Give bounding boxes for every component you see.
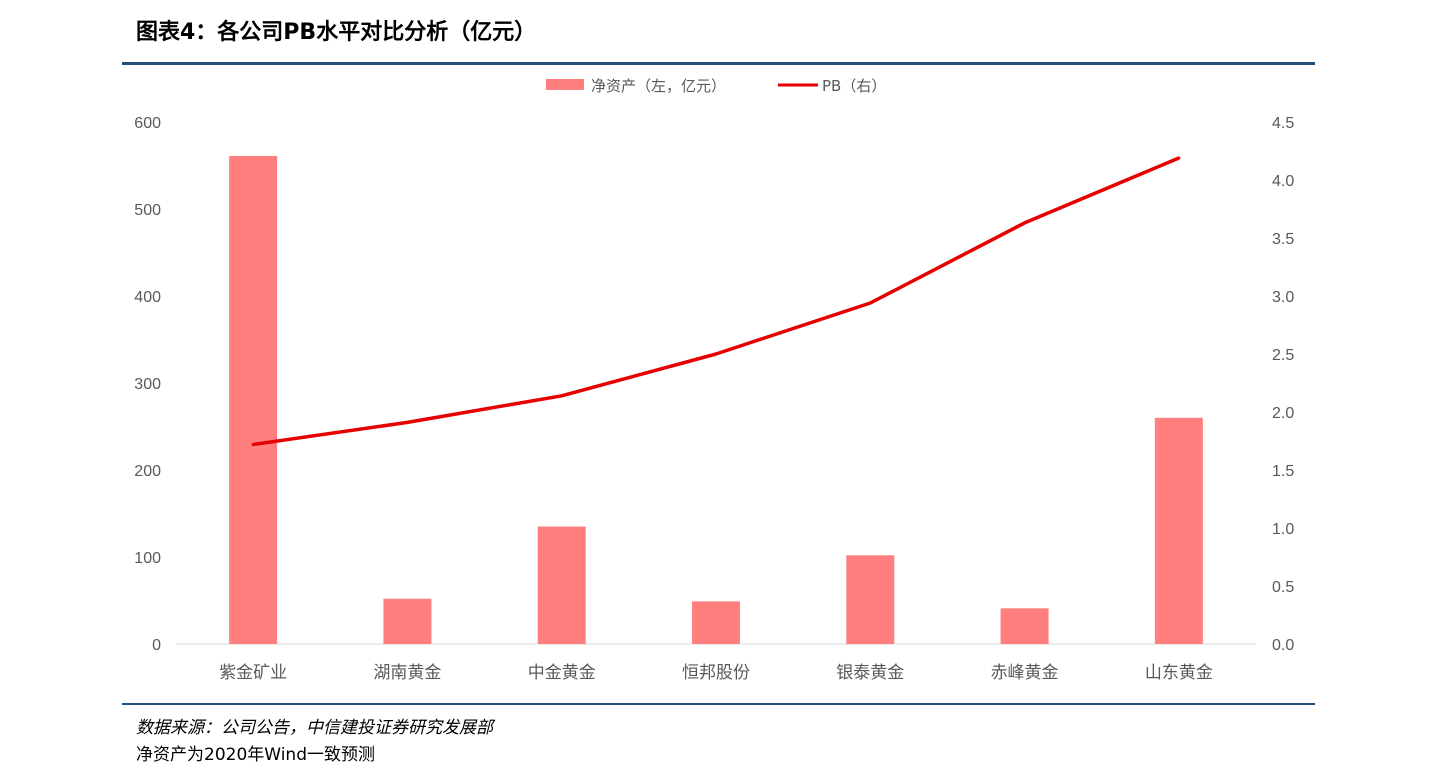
bar	[537, 526, 586, 644]
pb-point	[714, 352, 718, 356]
right-tick-label: 3.5	[1272, 231, 1294, 248]
bar	[846, 555, 895, 644]
legend-swatch-bar	[546, 79, 584, 90]
chart-title: 图表4：各公司PB水平对比分析（亿元）	[136, 20, 537, 45]
pb-point	[251, 442, 255, 446]
footnote: 净资产为2020年Wind一致预测	[136, 745, 375, 765]
bar-series	[229, 155, 1203, 644]
right-tick-label: 4.0	[1272, 173, 1294, 190]
category-label: 山东黄金	[1145, 663, 1213, 683]
right-tick-label: 4.5	[1272, 115, 1294, 132]
category-label: 恒邦股份	[682, 663, 750, 683]
pb-point	[405, 420, 409, 424]
pb-line	[252, 156, 1180, 447]
right-tick-label: 3.0	[1272, 289, 1294, 306]
category-label: 紫金矿业	[219, 663, 287, 683]
left-tick-label: 200	[134, 463, 161, 480]
left-tick-label: 0	[152, 637, 161, 654]
left-tick-label: 300	[134, 376, 161, 393]
bar	[1000, 608, 1049, 644]
category-axis: 紫金矿业 湖南黄金 中金黄金 恒邦股份 银泰黄金 赤峰黄金 山东黄金	[219, 663, 1213, 683]
category-label: 中金黄金	[528, 663, 596, 683]
right-tick-label: 0.5	[1272, 579, 1294, 596]
bar	[692, 601, 740, 644]
right-tick-label: 0.0	[1272, 637, 1294, 654]
right-tick-label: 2.0	[1272, 405, 1294, 422]
bar	[1154, 417, 1203, 644]
left-tick-label: 100	[134, 550, 161, 567]
legend-label-line: PB（右）	[822, 77, 886, 95]
pb-point	[1023, 221, 1027, 225]
category-label: 银泰黄金	[836, 663, 904, 683]
bar	[229, 155, 278, 644]
pb-point	[868, 301, 872, 305]
line-series	[251, 156, 1181, 447]
bottom-divider	[122, 703, 1315, 705]
source-note: 数据来源：公司公告，中信建投证券研究发展部	[136, 718, 493, 738]
pb-point	[1177, 156, 1181, 160]
category-label: 赤峰黄金	[991, 663, 1059, 683]
right-tick-label: 1.5	[1272, 463, 1294, 480]
pb-point	[560, 394, 564, 398]
left-tick-label: 400	[134, 289, 161, 306]
bar	[383, 598, 432, 644]
legend-label-bar: 净资产（左，亿元）	[591, 77, 726, 95]
right-tick-label: 2.5	[1272, 347, 1294, 364]
left-tick-label: 600	[134, 115, 161, 132]
top-divider	[122, 62, 1315, 65]
right-axis: 0.0 0.5 1.0 1.5 2.0 2.5 3.0 3.5 4.0 4.5	[1272, 115, 1294, 654]
left-tick-label: 500	[134, 202, 161, 219]
category-label: 湖南黄金	[373, 663, 441, 683]
right-tick-label: 1.0	[1272, 521, 1294, 538]
left-axis: 0 100 200 300 400 500 600	[134, 115, 161, 654]
legend: 净资产（左，亿元） PB（右）	[546, 77, 886, 95]
